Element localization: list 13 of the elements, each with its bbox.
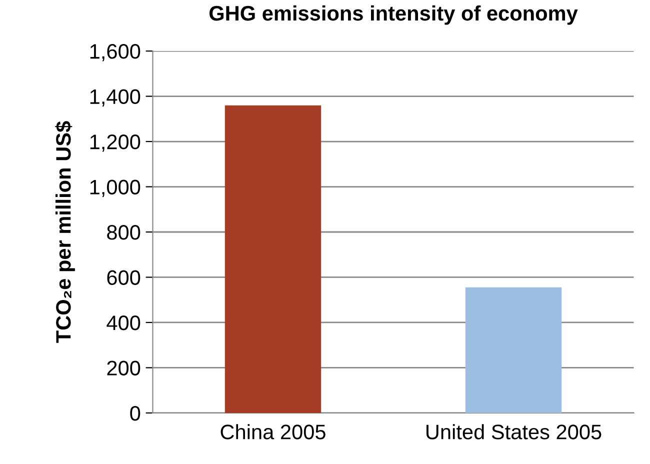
y-tick-label: 0: [130, 406, 140, 421]
x-tick-label: China 2005: [220, 424, 326, 440]
y-tick-label: 1,600: [90, 44, 140, 62]
x-tick-label: United States 2005: [426, 424, 602, 440]
y-tick-label: 200: [107, 360, 140, 376]
y-tick-label: 400: [106, 315, 140, 330]
y-tick-label: 600: [107, 270, 140, 285]
y-tick-label: 1,200: [90, 134, 140, 152]
y-axis-title: TCO₂e per million US$: [55, 121, 75, 343]
y-tick-label: 1,000: [90, 180, 140, 197]
y-tick-label: 1,400: [90, 89, 140, 106]
y-tick-label: 800: [107, 225, 140, 240]
chart-title: GHG emissions intensity of economy: [209, 5, 578, 25]
